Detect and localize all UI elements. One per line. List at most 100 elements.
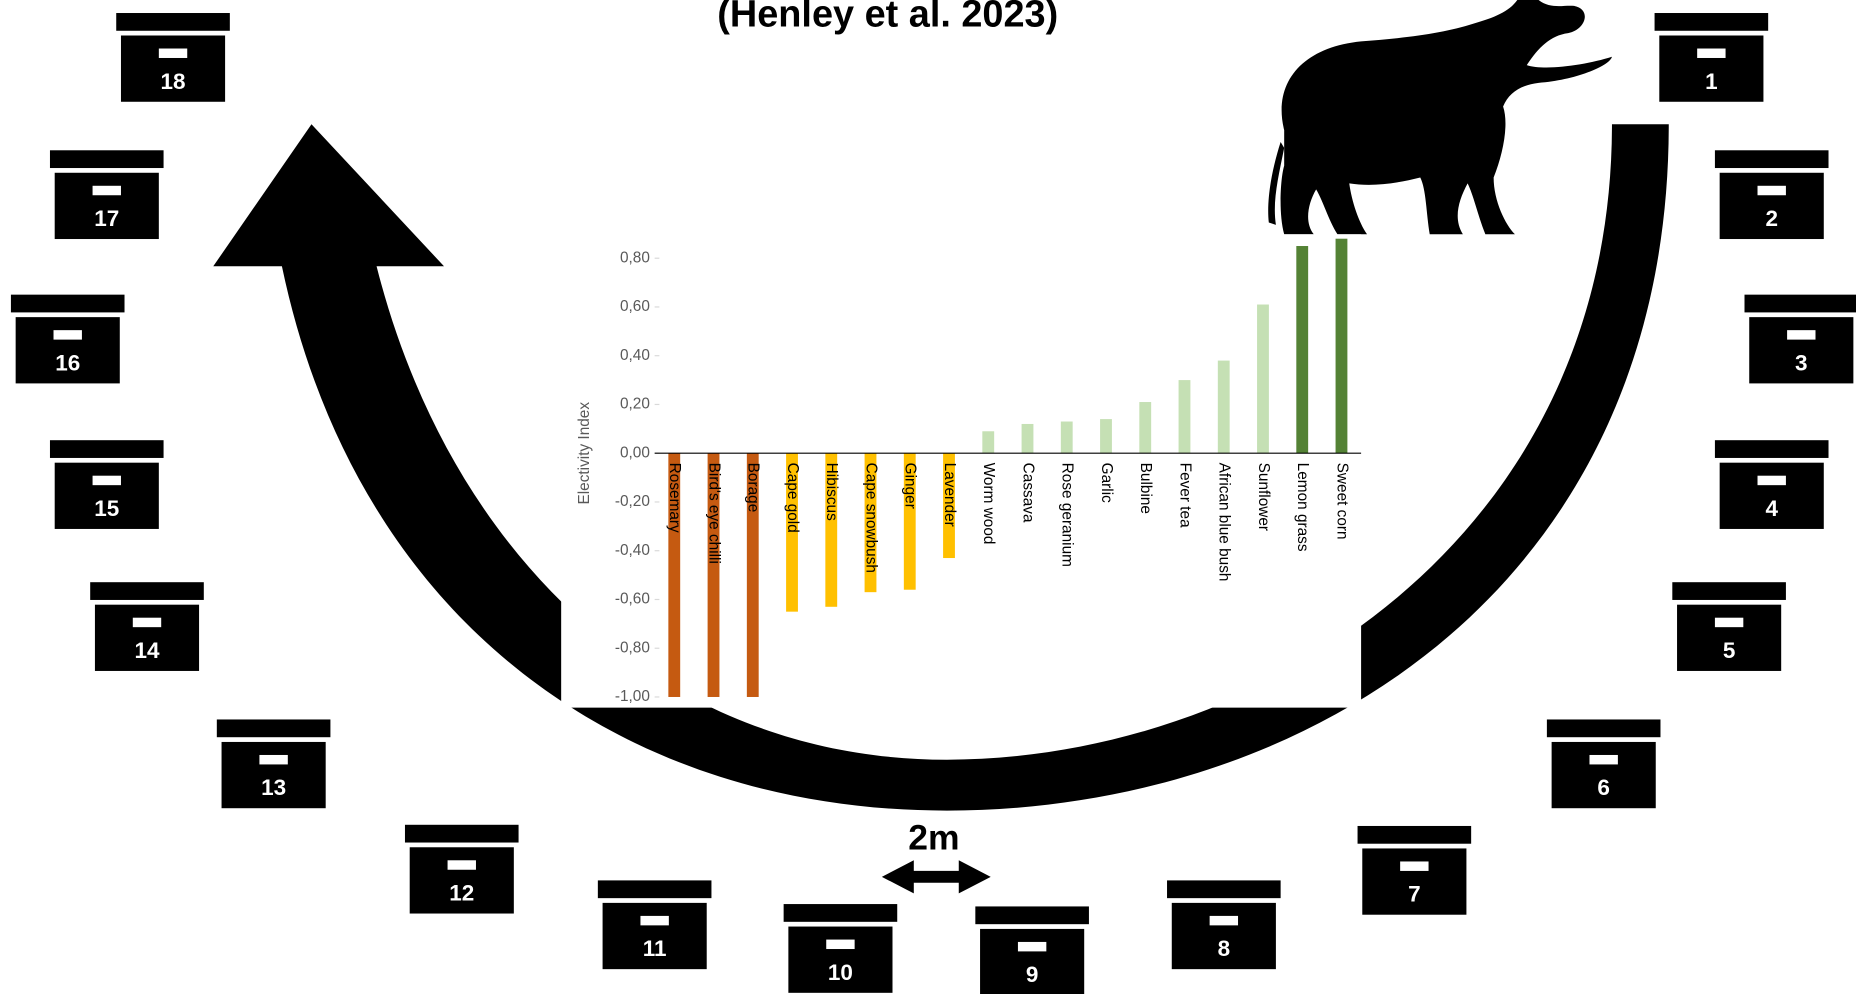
box-body — [54, 462, 159, 529]
x-tick-label: Rose geranium — [1059, 463, 1076, 567]
box-number: 13 — [261, 775, 286, 800]
bar — [668, 453, 681, 697]
box-slot — [1787, 330, 1816, 340]
chart-area — [561, 234, 1362, 708]
box-body — [1171, 902, 1276, 970]
box-body — [788, 926, 893, 993]
bar — [746, 453, 759, 697]
x-tick-label: Borage — [745, 463, 762, 513]
bar — [1335, 238, 1348, 454]
box-body — [120, 35, 226, 102]
x-tick-label: Lemon grass — [1294, 463, 1311, 552]
box-lid — [49, 150, 164, 169]
box-lid — [1654, 13, 1769, 31]
x-tick-label: Cape gold — [784, 463, 801, 533]
x-tick-label: Sweet corn — [1333, 463, 1350, 540]
box-lid — [90, 582, 204, 600]
box-body — [409, 847, 514, 914]
box-number: 5 — [1723, 638, 1736, 663]
box-slot — [259, 754, 288, 765]
box-number: 4 — [1765, 496, 1778, 521]
x-tick-label: Garlic — [1098, 463, 1115, 503]
box-slot — [1209, 915, 1239, 926]
y-tick-label: -0,40 — [615, 542, 650, 559]
x-tick-label: African blue bush — [1216, 463, 1233, 582]
y-tick-label: 0,20 — [620, 396, 650, 413]
bar — [825, 453, 838, 607]
box-lid — [1546, 719, 1661, 738]
box-number: 3 — [1795, 350, 1808, 375]
box-lid — [783, 904, 898, 922]
bar — [1139, 402, 1152, 454]
x-tick-label: Bird's eye chilli — [705, 463, 722, 564]
bar — [786, 453, 798, 612]
box-body — [1659, 35, 1764, 102]
box-body — [1551, 741, 1656, 809]
box-slot — [826, 939, 855, 950]
bar — [1100, 419, 1112, 454]
box-body — [94, 604, 200, 671]
bar — [1178, 380, 1191, 454]
box-number: 1 — [1705, 69, 1718, 94]
box-lid — [49, 440, 164, 458]
box-body — [602, 902, 707, 970]
box-slot — [1697, 48, 1726, 58]
x-tick-label: Sunflower — [1255, 463, 1272, 531]
box-number: 12 — [449, 881, 474, 906]
bar — [982, 431, 995, 454]
bar — [864, 453, 877, 593]
x-tick-label: Bulbine — [1137, 463, 1154, 514]
x-tick-label: Rosemary — [666, 463, 683, 533]
figure-title: (Henley et al. 2023) — [717, 0, 1058, 36]
box-number: 11 — [643, 936, 667, 961]
box-slot — [1757, 475, 1786, 486]
bar — [1021, 423, 1034, 454]
box-number: 15 — [94, 496, 119, 521]
box-body — [1749, 317, 1854, 384]
box-lid — [975, 906, 1089, 925]
box-lid — [1714, 150, 1829, 169]
box-lid — [116, 13, 230, 31]
box-lid — [1744, 294, 1856, 313]
box-number: 2 — [1765, 206, 1777, 231]
scale-label: 2m — [908, 818, 959, 858]
box-lid — [1672, 582, 1786, 600]
box-number: 8 — [1218, 936, 1231, 961]
box-slot — [132, 617, 162, 628]
scale-arrow — [881, 860, 991, 894]
box-lid — [10, 294, 125, 313]
box-lid — [1167, 880, 1281, 899]
y-tick-label: 0,80 — [620, 249, 650, 266]
bar — [1217, 360, 1230, 454]
box-lid — [404, 824, 519, 843]
bar — [903, 453, 916, 590]
box-number: 9 — [1026, 962, 1039, 987]
box-slot — [158, 48, 188, 58]
y-tick-label: 0,00 — [620, 444, 650, 461]
box-slot — [640, 915, 669, 926]
box-number: 14 — [135, 638, 160, 663]
box-lid — [1357, 825, 1472, 844]
box-body — [1719, 172, 1824, 240]
box-body — [15, 317, 120, 384]
box-lid — [216, 719, 331, 738]
x-tick-label: Ginger — [902, 463, 919, 509]
bar — [1257, 304, 1269, 454]
box-body — [221, 741, 326, 809]
x-tick-label: Lavender — [941, 463, 958, 527]
bar — [1060, 421, 1073, 454]
box-body — [1719, 462, 1824, 529]
y-tick-label: 0,40 — [620, 347, 650, 364]
x-tick-label: Worm wood — [980, 463, 997, 545]
box-slot — [1400, 861, 1429, 871]
box-number: 17 — [94, 206, 119, 231]
bar — [1296, 246, 1309, 454]
box-slot — [1017, 941, 1047, 952]
box-slot — [447, 860, 476, 870]
box-number: 18 — [161, 69, 186, 94]
box-lid — [597, 880, 712, 899]
box-body — [980, 928, 1085, 994]
